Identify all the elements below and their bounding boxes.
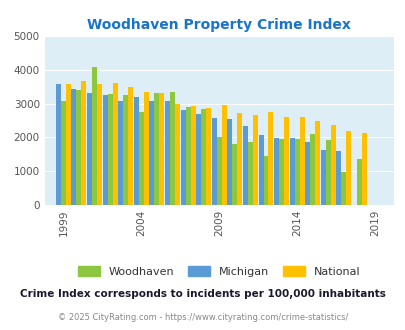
- Bar: [273, 138, 278, 205]
- Bar: [247, 142, 252, 205]
- Bar: [118, 101, 123, 205]
- Bar: [309, 134, 314, 205]
- Bar: [289, 138, 294, 205]
- Bar: [164, 101, 170, 205]
- Bar: [87, 92, 92, 205]
- Bar: [154, 92, 159, 205]
- Bar: [61, 101, 66, 205]
- Bar: [56, 84, 61, 205]
- Bar: [206, 108, 211, 205]
- Bar: [361, 133, 366, 205]
- Bar: [102, 95, 107, 205]
- Bar: [294, 139, 299, 205]
- Bar: [227, 119, 232, 205]
- Bar: [170, 92, 175, 205]
- Bar: [356, 159, 361, 205]
- Bar: [92, 67, 97, 205]
- Bar: [305, 142, 309, 205]
- Bar: [263, 156, 268, 205]
- Bar: [200, 109, 206, 205]
- Bar: [221, 105, 226, 205]
- Bar: [76, 90, 81, 205]
- Bar: [81, 81, 86, 205]
- Bar: [216, 137, 221, 205]
- Bar: [159, 93, 164, 205]
- Bar: [336, 151, 341, 205]
- Bar: [232, 144, 237, 205]
- Bar: [66, 84, 70, 205]
- Bar: [237, 114, 242, 205]
- Bar: [139, 112, 143, 205]
- Bar: [252, 115, 257, 205]
- Legend: Woodhaven, Michigan, National: Woodhaven, Michigan, National: [72, 261, 365, 282]
- Bar: [320, 150, 325, 205]
- Bar: [211, 118, 216, 205]
- Bar: [299, 117, 304, 205]
- Bar: [278, 139, 284, 205]
- Bar: [185, 107, 190, 205]
- Bar: [190, 106, 195, 205]
- Bar: [196, 114, 200, 205]
- Bar: [123, 95, 128, 205]
- Bar: [314, 121, 320, 205]
- Bar: [143, 92, 148, 205]
- Bar: [284, 117, 288, 205]
- Bar: [242, 126, 247, 205]
- Bar: [180, 110, 185, 205]
- Bar: [330, 125, 335, 205]
- Bar: [71, 89, 76, 205]
- Title: Woodhaven Property Crime Index: Woodhaven Property Crime Index: [87, 18, 350, 32]
- Bar: [112, 83, 117, 205]
- Text: © 2025 CityRating.com - https://www.cityrating.com/crime-statistics/: © 2025 CityRating.com - https://www.city…: [58, 313, 347, 322]
- Bar: [175, 104, 179, 205]
- Text: Crime Index corresponds to incidents per 100,000 inhabitants: Crime Index corresponds to incidents per…: [20, 289, 385, 299]
- Bar: [107, 94, 112, 205]
- Bar: [268, 113, 273, 205]
- Bar: [345, 131, 351, 205]
- Bar: [97, 84, 102, 205]
- Bar: [128, 87, 133, 205]
- Bar: [325, 140, 330, 205]
- Bar: [258, 135, 263, 205]
- Bar: [341, 172, 345, 205]
- Bar: [134, 97, 139, 205]
- Bar: [149, 101, 154, 205]
